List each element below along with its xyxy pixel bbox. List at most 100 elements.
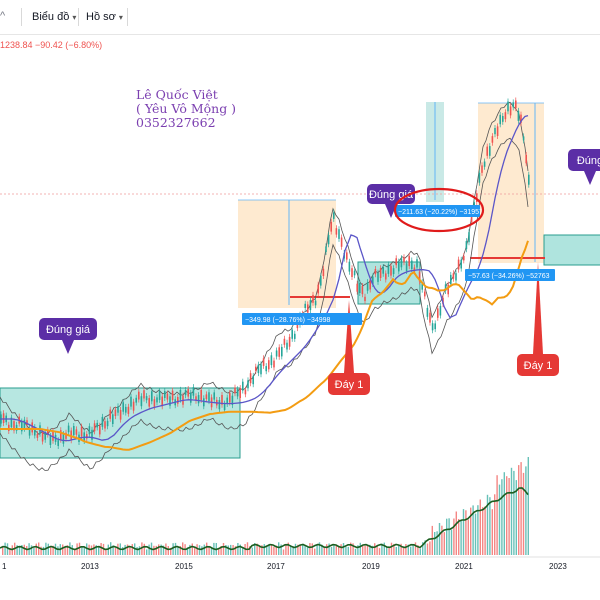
price-candle <box>515 100 517 109</box>
price-candle <box>335 228 338 235</box>
price-candle <box>231 395 234 405</box>
price-candle <box>49 436 52 445</box>
callout-fair-price-text: Đúng giá <box>46 324 91 336</box>
callout-fair-price-text: Đúng <box>577 155 600 167</box>
volume-bar <box>304 545 306 555</box>
price-candle <box>265 366 267 372</box>
volume-bar <box>386 546 388 555</box>
measure-label: −349.98 (−28.76%) −34998 <box>242 313 362 325</box>
price-candle <box>465 241 468 250</box>
volume-bar <box>472 505 474 555</box>
price-candle <box>88 426 91 435</box>
price-candle <box>392 268 395 275</box>
volume-bar <box>371 545 373 555</box>
volume-bar <box>201 546 203 555</box>
price-candle <box>429 312 431 323</box>
volume-bar <box>318 542 321 555</box>
price-candle <box>244 389 247 395</box>
volume-bar <box>496 475 498 555</box>
price-candle <box>200 389 202 400</box>
volume-bar <box>174 542 177 555</box>
price-candle <box>117 406 119 413</box>
callout-bottom: Đáy 1 <box>328 300 370 395</box>
volume-bar <box>316 545 318 555</box>
price-candle <box>494 128 496 135</box>
volume-bar <box>429 541 431 555</box>
volume-bar <box>86 543 88 555</box>
volume-bar <box>160 544 162 555</box>
price-candle <box>135 397 137 403</box>
volume-bar <box>395 547 397 555</box>
price-candle <box>309 300 312 311</box>
volume-bar <box>383 542 385 555</box>
price-candle <box>223 403 226 411</box>
price-candle <box>314 300 317 306</box>
volume-bar <box>342 543 345 555</box>
price-candle <box>499 114 501 125</box>
volume-bar <box>345 546 347 555</box>
volume-bar <box>225 545 227 555</box>
price-candle <box>13 421 15 431</box>
volume-bar <box>117 543 119 555</box>
volume-bar <box>350 542 352 555</box>
price-candle <box>372 276 374 284</box>
chart-menu-button[interactable]: Biểu đồ ▾ <box>32 11 76 23</box>
volume-bar <box>405 544 407 555</box>
price-candle <box>99 425 101 435</box>
price-candle <box>21 421 23 432</box>
volume-bar <box>57 546 59 555</box>
price-candle <box>517 110 520 121</box>
volume-bar <box>448 518 450 555</box>
volume-bar <box>242 548 244 555</box>
price-candle <box>187 389 189 397</box>
price-candle <box>504 112 507 120</box>
volume-bar <box>518 465 520 555</box>
volume-bar <box>297 544 299 555</box>
price-candle <box>491 136 494 143</box>
price-candle <box>312 294 314 303</box>
price-candle <box>478 172 481 183</box>
price-candle <box>104 421 106 429</box>
volume-bar <box>434 532 436 555</box>
price-candle <box>140 396 143 407</box>
price-candle <box>408 256 410 267</box>
volume-bar <box>206 542 208 555</box>
volume-bar <box>364 545 366 555</box>
price-candle <box>153 399 156 407</box>
x-tick-label: 2019 <box>362 562 380 571</box>
price-candle <box>502 116 504 122</box>
callout-bottom-box <box>517 354 559 376</box>
price-candle <box>395 258 397 266</box>
author-phone: 0352327662 <box>136 115 216 130</box>
price-candle <box>528 174 530 185</box>
price-candle <box>270 355 273 366</box>
price-candle <box>184 390 187 396</box>
price-candle <box>405 263 408 271</box>
price-candle <box>151 391 153 402</box>
volume-bar <box>306 547 309 555</box>
price-candle <box>161 396 163 407</box>
volume-bar <box>129 546 131 555</box>
price-candle <box>489 146 491 156</box>
profile-menu-button[interactable]: Hồ sơ ▾ <box>86 11 123 23</box>
x-tick-label: 1 <box>2 562 7 571</box>
price-candle <box>421 281 423 290</box>
price-candle <box>470 214 473 223</box>
measure-label-box <box>465 269 555 281</box>
volume-bar <box>484 506 486 555</box>
price-candle <box>242 381 244 391</box>
author-name: Lê Quốc Việt <box>136 87 218 102</box>
volume-bar <box>222 543 225 555</box>
volume-bar <box>122 547 124 555</box>
volume-bar <box>474 513 477 555</box>
price-candle <box>385 273 387 280</box>
volume-bar <box>465 510 467 555</box>
price-candle <box>260 364 262 375</box>
volume-bar <box>9 548 11 555</box>
volume-bar <box>170 547 172 555</box>
volume-bar <box>431 525 433 555</box>
x-tick-label: 2017 <box>267 562 285 571</box>
volume-bar <box>460 520 462 555</box>
volume-bar <box>362 545 364 555</box>
